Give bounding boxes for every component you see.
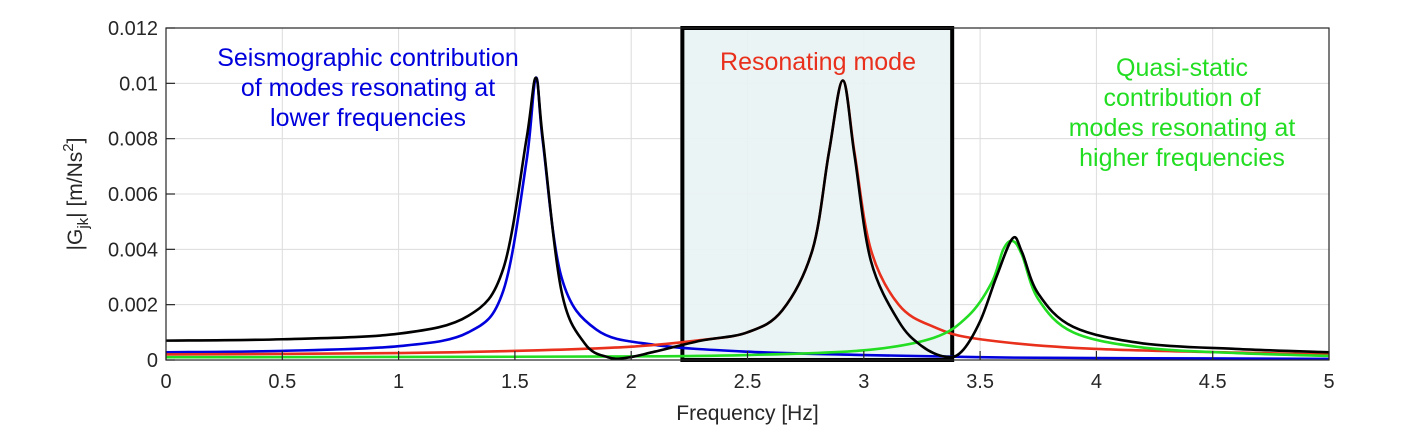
y-tick-label: 0.01: [119, 73, 158, 95]
x-tick-label: 3.5: [966, 371, 994, 393]
y-tick-label: 0.006: [108, 184, 158, 206]
y-axis-title-end: ]: [64, 138, 87, 144]
annotation-lower-line: lower frequencies: [270, 104, 466, 132]
y-tick-label: 0: [147, 350, 158, 372]
annotation-higher-line: contribution of: [1103, 84, 1260, 112]
x-tick-label: 0.5: [268, 371, 296, 393]
annotation-higher-line: modes resonating at: [1069, 114, 1296, 142]
axis-ticks: 0 0.5 1 1.5 2 2.5 3 3.5 4 4.5 5 0 0.002 0.004 0.006 0.0…: [108, 18, 1335, 393]
annotation-lower-line: Seismographic contribution: [217, 44, 519, 72]
x-tick-label: 1: [393, 371, 404, 393]
series-line-higher: [165, 239, 1330, 359]
x-tick-label: 3: [858, 371, 869, 393]
annotation-resonating-line: Resonating mode: [720, 48, 916, 76]
y-tick-label: 0.004: [108, 239, 158, 261]
y-axis-title: |Gjk| [m/Ns2]: [60, 138, 92, 251]
x-axis-title: Frequency [Hz]: [676, 402, 818, 425]
x-tick-label: 2.5: [734, 371, 762, 393]
series-line-total: [165, 76, 1330, 361]
annotation-higher-line: Quasi-static: [1116, 54, 1248, 82]
y-axis-title-rest: | [m/Ns: [64, 152, 87, 218]
x-tick-label: 0: [160, 371, 171, 393]
y-tick-label: 0.008: [108, 129, 158, 151]
x-tick-label: 2: [626, 371, 637, 393]
annotation-higher-line: higher frequencies: [1079, 144, 1285, 172]
x-tick-label: 5: [1323, 371, 1334, 393]
resonating-region-box: [680, 26, 955, 362]
y-axis-title-sup: 2: [60, 143, 77, 151]
y-axis-title-sub: jk: [75, 217, 92, 229]
y-tick-label: 0.002: [108, 295, 158, 317]
x-tick-label: 4: [1091, 371, 1102, 393]
y-axis-title-main: |G: [64, 229, 87, 251]
x-tick-label: 4.5: [1199, 371, 1227, 393]
annotation-lower-line: of modes resonating at: [241, 74, 495, 102]
y-tick-label: 0.012: [108, 18, 158, 40]
x-tick-label: 1.5: [501, 371, 529, 393]
